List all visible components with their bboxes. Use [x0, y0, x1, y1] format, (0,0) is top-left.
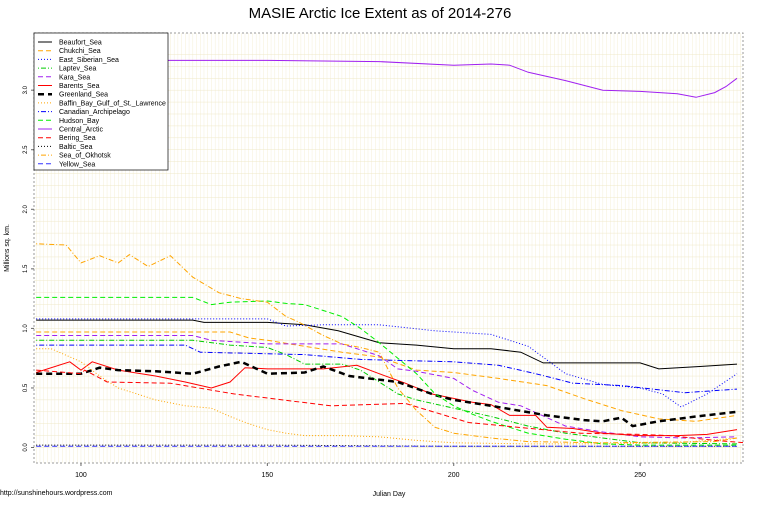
legend-label: Chukchi_Sea [59, 48, 101, 55]
y-tick-label: 0.0 [23, 443, 29, 452]
series-line-chukchi-sea [36, 331, 738, 422]
y-tick-label: 1.0 [23, 324, 29, 333]
legend-item: Beaufort_Sea [38, 40, 102, 47]
legend-item: Kara_Sea [38, 74, 90, 81]
legend-item: Greenland_Sea [38, 92, 108, 99]
legend-box [33, 32, 169, 171]
legend-label: Beaufort_Sea [59, 40, 102, 47]
series-line-canadian-archipelago [36, 344, 738, 394]
x-tick-label: 200 [448, 472, 460, 479]
y-tick-label: 1.5 [23, 264, 29, 273]
series-line-hudson-bay [36, 296, 737, 446]
series-line-central-arctic [36, 59, 738, 98]
series-lines [36, 59, 743, 447]
chart-title: MASIE Arctic Ice Extent as of 2014-276 [249, 5, 512, 22]
grid [34, 33, 743, 463]
series-line-barents-sea [36, 361, 738, 437]
x-tick-label: 100 [75, 472, 87, 479]
series-line-sea-of-okhotsk [36, 243, 738, 444]
legend-label: Central_Arctic [59, 127, 103, 134]
legend-label: Canadian_Archipelago [59, 109, 130, 116]
legend-label: Sea_of_Okhotsk [59, 153, 111, 160]
y-tick-label: 2.5 [23, 145, 29, 154]
legend-item: Baltic_Sea [38, 144, 93, 151]
legend-label: Kara_Sea [59, 74, 90, 81]
series-line-beaufort-sea [36, 319, 738, 370]
legend-label: Laptev_Sea [59, 66, 96, 73]
legend-item: East_Siberian_Sea [38, 57, 119, 64]
plot-frame [33, 32, 744, 464]
legend-label: East_Siberian_Sea [59, 57, 119, 64]
series-line-laptev-sea [36, 339, 738, 445]
legend-item: Laptev_Sea [38, 66, 96, 73]
legend-item: Bering_Sea [38, 135, 96, 142]
y-tick-label: 2.0 [23, 204, 29, 213]
legend-item: Hudson_Bay [38, 118, 100, 125]
legend-label: Baltic_Sea [59, 144, 93, 151]
legend-item: Yellow_Sea [38, 161, 95, 168]
legend-label: Greenland_Sea [59, 92, 108, 99]
legend-label: Yellow_Sea [59, 161, 95, 168]
legend-item: Canadian_Archipelago [38, 109, 130, 116]
credit-text: http://sunshinehours.wordpress.com [0, 490, 113, 497]
legend-item: Central_Arctic [38, 127, 103, 134]
series-line-east-siberian-sea [36, 318, 738, 408]
y-axis-label: Millions sq. km. [4, 224, 11, 272]
legend-label: Hudson_Bay [59, 118, 100, 125]
legend-label: Bering_Sea [59, 135, 96, 142]
series-line-kara-sea [36, 335, 738, 439]
legend-item: Chukchi_Sea [38, 48, 101, 55]
x-tick-label: 250 [634, 472, 646, 479]
series-line-bering-sea [36, 369, 743, 444]
series-line-baltic-sea [36, 444, 737, 447]
series-line-greenland-sea [36, 360, 738, 428]
legend-item: Sea_of_Okhotsk [38, 153, 111, 160]
y-tick-label: 3.0 [23, 85, 29, 94]
legend-label: Barents_Sea [59, 83, 100, 90]
y-axis: 0.0 0.5 1.0 1.5 2.0 2.5 3.0 [23, 85, 34, 452]
x-axis: 100 150 200 250 [75, 463, 646, 479]
x-axis-label: Julian Day [373, 491, 406, 498]
legend-item: Baffin_Bay_Gulf_of_St._Lawrence [38, 100, 166, 107]
y-tick-label: 0.5 [23, 383, 29, 392]
legend-label: Baffin_Bay_Gulf_of_St._Lawrence [59, 100, 166, 107]
x-tick-label: 150 [262, 472, 274, 479]
legend-item: Barents_Sea [38, 83, 100, 90]
